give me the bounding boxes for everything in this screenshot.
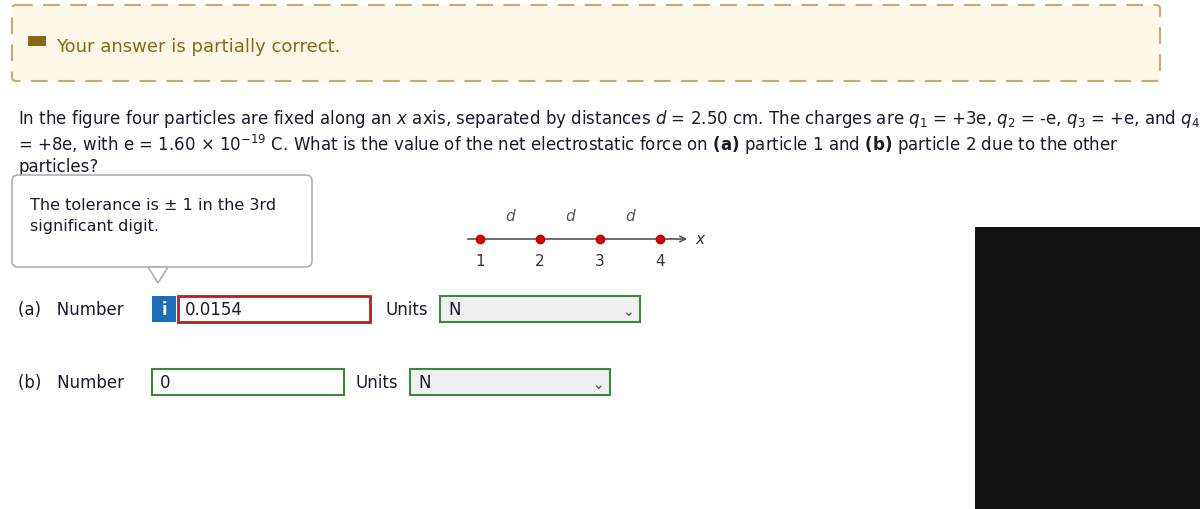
Text: ⌄: ⌄ bbox=[592, 377, 604, 391]
FancyBboxPatch shape bbox=[152, 369, 344, 395]
Text: ⌄: ⌄ bbox=[622, 304, 634, 318]
Text: (a)   Number: (a) Number bbox=[18, 300, 124, 318]
Text: N: N bbox=[418, 373, 431, 391]
Text: d: d bbox=[565, 209, 575, 223]
Text: x: x bbox=[695, 232, 704, 247]
FancyBboxPatch shape bbox=[152, 296, 176, 322]
FancyBboxPatch shape bbox=[410, 369, 610, 395]
Text: d: d bbox=[505, 209, 515, 223]
Polygon shape bbox=[148, 267, 168, 284]
FancyBboxPatch shape bbox=[440, 296, 640, 322]
Text: In the figure four particles are fixed along an $x$ axis, separated by distances: In the figure four particles are fixed a… bbox=[18, 108, 1200, 130]
Text: Your answer is partially correct.: Your answer is partially correct. bbox=[56, 38, 341, 56]
Text: The tolerance is ± 1 in the 3rd: The tolerance is ± 1 in the 3rd bbox=[30, 197, 276, 213]
Text: 0: 0 bbox=[160, 373, 170, 391]
Text: (b)   Number: (b) Number bbox=[18, 373, 124, 391]
FancyBboxPatch shape bbox=[12, 6, 1160, 82]
Text: i: i bbox=[161, 300, 167, 318]
Text: 1: 1 bbox=[475, 253, 485, 268]
FancyBboxPatch shape bbox=[178, 296, 370, 322]
FancyBboxPatch shape bbox=[976, 228, 1200, 509]
Text: Units: Units bbox=[385, 300, 427, 318]
Text: significant digit.: significant digit. bbox=[30, 218, 160, 234]
Text: = +8e, with e = 1.60 $\times$ 10$^{-19}$ C. What is the value of the net electro: = +8e, with e = 1.60 $\times$ 10$^{-19}$… bbox=[18, 133, 1118, 157]
Text: 0.0154: 0.0154 bbox=[185, 300, 242, 318]
FancyBboxPatch shape bbox=[28, 37, 46, 47]
Text: 3: 3 bbox=[595, 253, 605, 268]
FancyBboxPatch shape bbox=[12, 176, 312, 267]
Text: N: N bbox=[448, 300, 461, 318]
Text: particles?: particles? bbox=[18, 158, 98, 176]
Text: 2: 2 bbox=[535, 253, 545, 268]
Text: d: d bbox=[625, 209, 635, 223]
Text: 4: 4 bbox=[655, 253, 665, 268]
Text: Units: Units bbox=[355, 373, 397, 391]
